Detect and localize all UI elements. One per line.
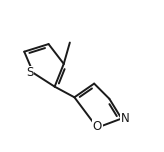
Text: N: N	[121, 112, 130, 125]
Text: S: S	[26, 66, 33, 79]
Text: O: O	[92, 120, 102, 133]
